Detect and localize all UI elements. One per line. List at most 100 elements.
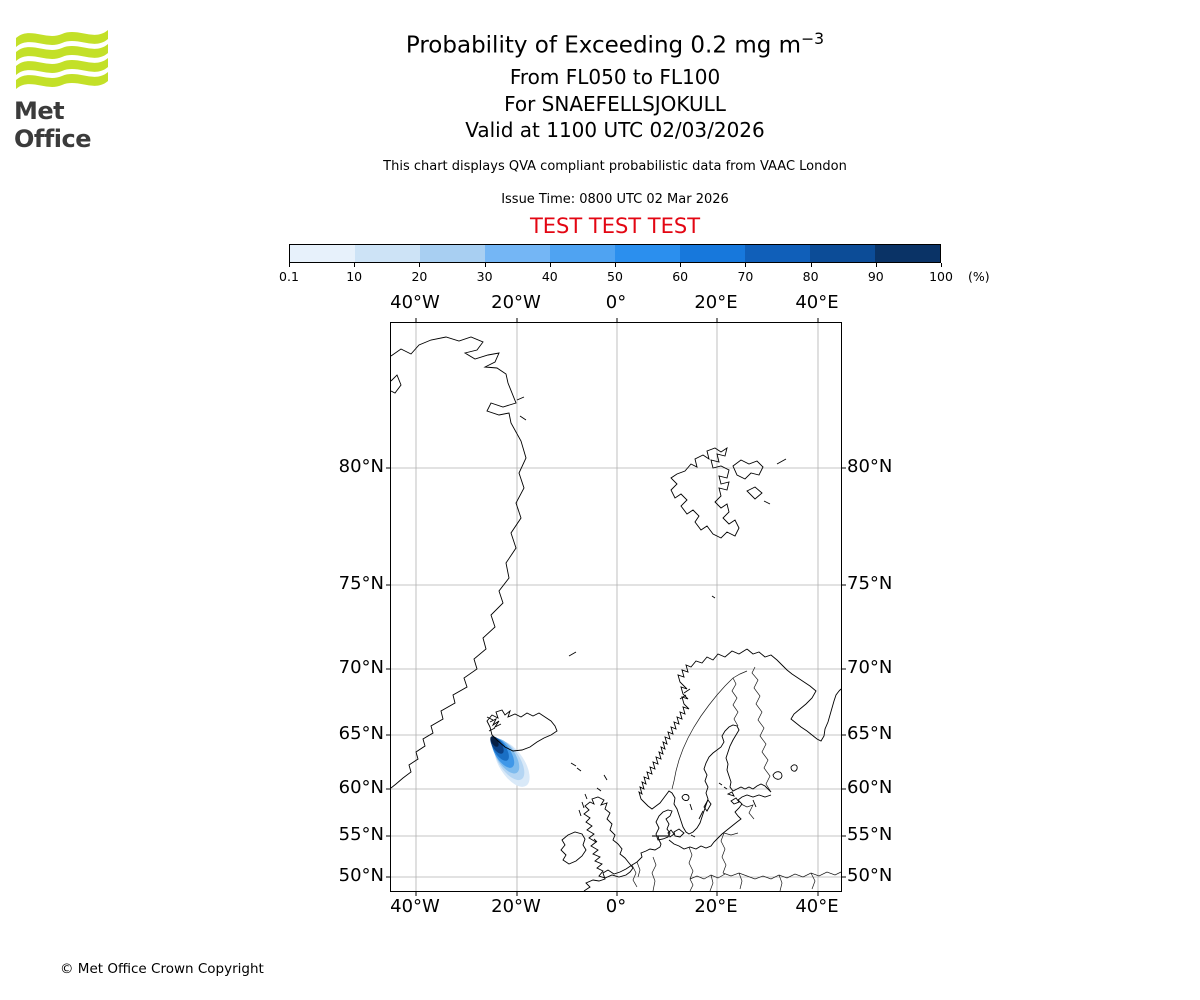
nordaustlandet-coast <box>732 459 764 480</box>
colorbar-segment <box>420 245 485 262</box>
subtitle-volcano: For SNAEFELLSJOKULL <box>504 91 726 116</box>
iceland-westfjords <box>486 716 502 732</box>
arctic-russia-coast <box>746 648 842 742</box>
lat-tick-label-right: 50°N <box>847 865 893 886</box>
lat-tick-label-right: 70°N <box>847 657 893 678</box>
isle-of-man <box>593 838 598 843</box>
colorbar-tick-label: 20 <box>411 269 428 284</box>
colorbar-tick-label: 40 <box>541 269 558 284</box>
lat-tick-label-right: 80°N <box>847 456 893 477</box>
lat-tick-label-left: 70°N <box>338 657 384 678</box>
colorbar-segment <box>615 245 680 262</box>
lofoten-islands <box>679 688 691 700</box>
lake-onega <box>790 764 798 772</box>
met-office-waves-icon <box>16 30 108 89</box>
oland-island <box>698 810 704 820</box>
colorbar-segment <box>680 245 745 262</box>
lat-tick-label-left: 55°N <box>338 824 384 845</box>
ash-plume <box>490 736 530 787</box>
edgeoya-coast <box>746 486 763 500</box>
lon-tick-label-bottom: 0° <box>605 896 627 917</box>
lon-tick-label-bottom: 20°W <box>491 896 541 917</box>
svalbard-coast <box>670 446 740 539</box>
colorbar-segment <box>810 245 875 262</box>
lat-tick-label-right: 75°N <box>847 573 893 594</box>
lat-tick-label-left: 65°N <box>338 723 384 744</box>
faroe-islands <box>570 762 582 772</box>
greenland-islands <box>516 396 527 421</box>
lake-peipus <box>752 799 757 808</box>
lon-tick-label-bottom: 40°W <box>390 896 440 917</box>
lon-tick-label-top: 40°W <box>390 292 440 313</box>
colorbar-segments <box>289 244 941 263</box>
colorbar-segment <box>550 245 615 262</box>
greenland-coast <box>390 336 527 789</box>
gridlines <box>391 323 841 891</box>
colorbar-tickmark <box>419 263 421 267</box>
colorbar-tickmark <box>810 263 812 267</box>
lat-tick-label-left: 60°N <box>338 777 384 798</box>
colorbar-segment <box>485 245 550 262</box>
colorbar-tick-label: 30 <box>476 269 493 284</box>
met-office-brand-text: Met Office <box>14 97 92 153</box>
copyright-text: © Met Office Crown Copyright <box>60 961 264 977</box>
lat-tick-label-right: 65°N <box>847 723 893 744</box>
lat-tick-label-right: 55°N <box>847 824 893 845</box>
bornholm-island <box>690 834 696 838</box>
disclaimer-text: This chart displays QVA compliant probab… <box>383 159 847 174</box>
colorbar-tick-label: 10 <box>346 269 363 284</box>
map-svg <box>386 318 846 896</box>
colorbar-tickmark <box>680 263 682 267</box>
continental-northsea-coast <box>583 835 662 892</box>
lake-ladoga <box>772 771 783 780</box>
scandinavia-coast <box>638 648 772 835</box>
colorbar-tick-label: 0.1 <box>279 269 299 284</box>
colorbar-tickmark <box>484 263 486 267</box>
colorbar-unit-label: (%) <box>968 269 990 284</box>
colorbar-tick-label: 100 <box>929 269 953 284</box>
probability-colorbar: 0.1 10 20 30 40 50 60 70 80 90 100 (%) <box>279 244 990 284</box>
greenland-coast-fragment <box>390 374 402 394</box>
aland-islands <box>718 782 728 790</box>
svalbard-islets <box>711 458 787 599</box>
colorbar-tick-label: 90 <box>867 269 884 284</box>
ireland-coast <box>560 831 587 865</box>
great-britain-coast <box>583 796 634 879</box>
lon-tick-label-top: 20°E <box>694 292 738 313</box>
map-canvas <box>386 318 846 896</box>
estonian-islands <box>726 791 740 805</box>
lon-tick-label-top: 40°E <box>795 292 839 313</box>
colorbar-tick-label: 60 <box>672 269 689 284</box>
colorbar-tick-label: 50 <box>607 269 623 284</box>
colorbar-tick-label: 70 <box>737 269 754 284</box>
subtitle-valid-time: Valid at 1100 UTC 02/03/2026 <box>465 118 765 142</box>
colorbar-tickmark <box>875 263 877 267</box>
subtitle-block: From FL050 to FL100 For SNAEFELLSJOKULL … <box>15 64 1200 144</box>
lat-tick-label-right: 60°N <box>847 777 893 798</box>
chart-title-text: Probability of Exceeding 0.2 mg m <box>405 32 802 59</box>
met-office-logo: Met Office <box>14 26 110 153</box>
danish-islands <box>667 828 685 838</box>
lake-vattern <box>689 803 693 811</box>
chart-title-exponent: −3 <box>801 29 825 48</box>
coastlines <box>390 336 842 892</box>
colorbar-tickmark <box>941 263 942 267</box>
lon-tick-label-bottom: 40°E <box>795 896 839 917</box>
colorbar-tickmark <box>289 263 290 267</box>
subtitle-flight-levels: From FL050 to FL100 <box>509 65 721 89</box>
gotland-island <box>703 799 712 812</box>
iceland-coast <box>486 709 558 752</box>
colorbar-tickmark <box>549 263 551 267</box>
jan-mayen-island <box>568 651 577 657</box>
lat-tick-label-left: 80°N <box>338 456 384 477</box>
colorbar-segment <box>355 245 420 262</box>
issue-time-text: Issue Time: 0800 UTC 02 Mar 2026 <box>501 192 729 207</box>
colorbar-tickmark <box>615 263 616 267</box>
colorbar-segment <box>745 245 810 262</box>
baltic-coast <box>668 794 772 850</box>
frame-tick-marks <box>386 318 846 896</box>
lat-tick-label-left: 75°N <box>338 573 384 594</box>
colorbar-segment <box>875 245 940 262</box>
country-borders <box>631 666 842 892</box>
colorbar-tickmark <box>745 263 747 267</box>
